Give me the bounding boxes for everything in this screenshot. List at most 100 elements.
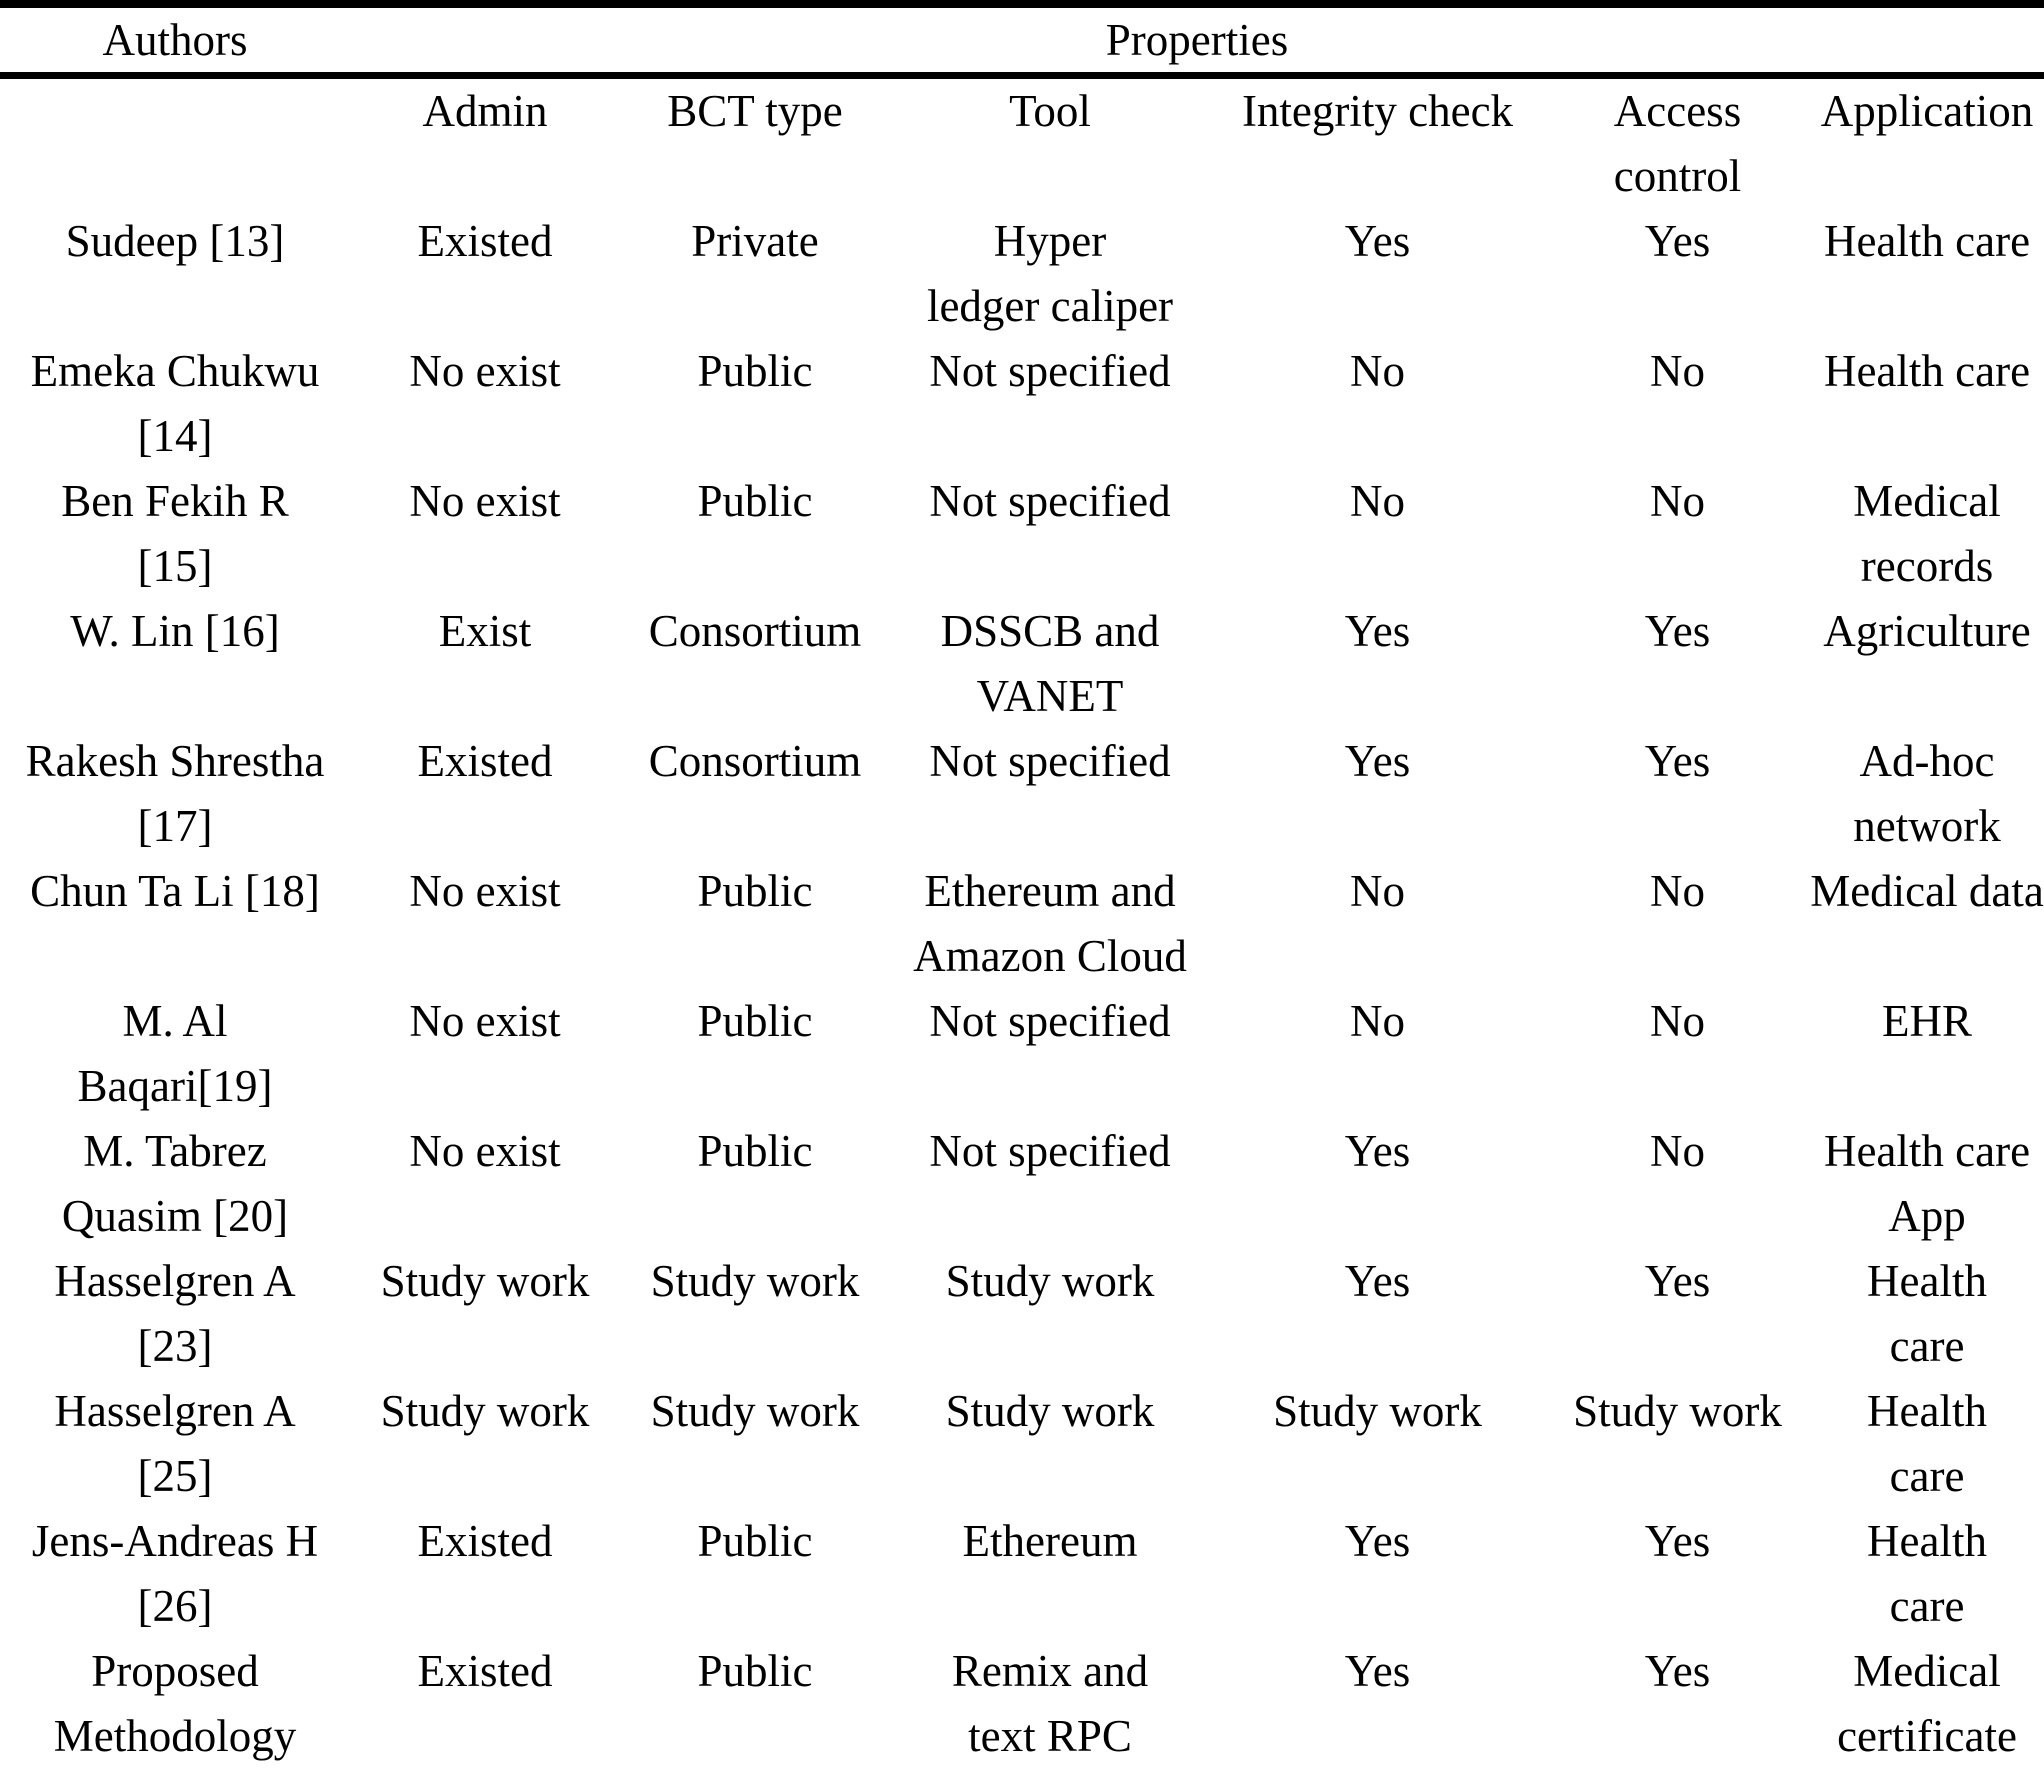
bct-type-column-header: BCT type [667, 86, 843, 136]
table-row: Ben Fekih R [15] No exist Public Not spe… [0, 469, 2044, 599]
application-cell: Health care App [1823, 1126, 2031, 1241]
access-control-cell: No [1650, 866, 1705, 916]
application-cell: Agriculture [1823, 606, 2031, 656]
tool-cell: Not specified [929, 346, 1171, 396]
access-control-cell: Yes [1644, 736, 1711, 786]
header-columns-row: Admin BCT type Tool Integrity check Acce… [0, 76, 2044, 210]
admin-cell: Study work [380, 1256, 590, 1306]
author-cell: Rakesh Shrestha [17] [25, 736, 325, 851]
admin-cell: Existed [417, 1516, 553, 1566]
admin-cell: Study work [380, 1386, 590, 1436]
author-cell: M. Tabrez Quasim [20] [61, 1126, 289, 1241]
application-cell: Ad-hoc network [1853, 736, 2001, 851]
integrity-check-cell: Yes [1344, 216, 1411, 266]
tool-cell: Ethereum and Amazon Cloud [913, 866, 1187, 981]
access-control-cell: No [1650, 1126, 1705, 1176]
integrity-check-cell: No [1350, 346, 1405, 396]
admin-cell: No exist [409, 996, 561, 1046]
application-cell: Health care [1867, 1386, 1987, 1501]
bct-type-cell: Consortium [648, 736, 862, 786]
properties-header: Properties [350, 4, 2044, 79]
table-row: Proposed Methodology Existed Public Remi… [0, 1639, 2044, 1769]
table-row: Hasselgren A [23] Study work Study work … [0, 1249, 2044, 1379]
authors-header: Authors [0, 4, 350, 79]
author-cell: Ben Fekih R [15] [61, 476, 289, 591]
tool-cell: Not specified [929, 736, 1171, 786]
application-cell: Health care [1823, 346, 2031, 396]
table-row: Hasselgren A [25] Study work Study work … [0, 1379, 2044, 1509]
integrity-check-cell: Yes [1344, 1126, 1411, 1176]
tool-cell: Hyper ledger caliper [926, 216, 1174, 331]
author-cell: Hasselgren A [23] [54, 1256, 296, 1371]
access-control-cell: Yes [1644, 1516, 1711, 1566]
access-control-cell: Yes [1644, 1256, 1711, 1306]
author-cell: M. Al Baqari[19] [77, 996, 273, 1111]
application-cell: Medical certificate [1837, 1646, 2017, 1761]
admin-cell: No exist [409, 476, 561, 526]
access-control-cell: Yes [1644, 216, 1711, 266]
bct-type-cell: Public [697, 996, 813, 1046]
author-cell: Chun Ta Li [18] [30, 866, 320, 916]
tool-cell: Study work [945, 1256, 1155, 1306]
admin-cell: Existed [417, 736, 553, 786]
admin-cell: Existed [417, 216, 553, 266]
access-control-cell: Yes [1644, 606, 1711, 656]
tool-cell: Not specified [929, 476, 1171, 526]
table-row: Sudeep [13] Existed Private Hyper ledger… [0, 209, 2044, 339]
author-cell: W. Lin [16] [70, 606, 280, 656]
application-cell: Health care [1823, 216, 2031, 266]
integrity-check-cell: No [1350, 866, 1405, 916]
integrity-check-column-header: Integrity check [1241, 86, 1514, 136]
bct-type-cell: Public [697, 476, 813, 526]
table-row: Jens-Andreas H [26] Existed Public Ether… [0, 1509, 2044, 1639]
bct-type-cell: Consortium [648, 606, 862, 656]
admin-cell: No exist [409, 866, 561, 916]
bct-type-cell: Public [697, 1516, 813, 1566]
integrity-check-cell: No [1350, 476, 1405, 526]
integrity-check-cell: Yes [1344, 1256, 1411, 1306]
admin-cell: Existed [417, 1646, 553, 1696]
table-row: M. Al Baqari[19] No exist Public Not spe… [0, 989, 2044, 1119]
integrity-check-cell: No [1350, 996, 1405, 1046]
bct-type-cell: Public [697, 1646, 813, 1696]
tool-cell: Study work [945, 1386, 1155, 1436]
bct-type-cell: Public [697, 346, 813, 396]
table-row: Chun Ta Li [18] No exist Public Ethereum… [0, 859, 2044, 989]
table-row: Emeka Chukwu [14] No exist Public Not sp… [0, 339, 2044, 469]
tool-cell: Not specified [929, 996, 1171, 1046]
tool-cell: Remix and text RPC [951, 1646, 1149, 1761]
tool-cell: DSSCB and VANET [940, 606, 1160, 721]
empty-header-cell [0, 76, 350, 210]
header-group-row: Authors Properties [0, 4, 2044, 79]
application-cell: Medical data [1810, 866, 2044, 916]
application-cell: EHR [1882, 996, 1973, 1046]
application-cell: Medical records [1853, 476, 2001, 591]
bct-type-cell: Study work [650, 1386, 860, 1436]
author-cell: Hasselgren A [25] [54, 1386, 296, 1501]
author-cell: Jens-Andreas H [26] [31, 1516, 319, 1631]
tool-cell: Not specified [929, 1126, 1171, 1176]
admin-cell: Exist [438, 606, 532, 656]
application-cell: Health care [1867, 1516, 1987, 1631]
author-cell: Sudeep [13] [65, 216, 285, 266]
admin-column-header: Admin [422, 86, 548, 136]
bct-type-cell: Public [697, 1126, 813, 1176]
author-cell: Emeka Chukwu [14] [30, 346, 320, 461]
integrity-check-cell: Study work [1273, 1386, 1482, 1436]
table-row: W. Lin [16] Exist Consortium DSSCB and V… [0, 599, 2044, 729]
integrity-check-cell: Yes [1344, 736, 1411, 786]
integrity-check-cell: Yes [1344, 1646, 1411, 1696]
bct-type-cell: Private [691, 216, 819, 266]
integrity-check-cell: Yes [1344, 606, 1411, 656]
author-cell: Proposed Methodology [53, 1646, 297, 1761]
access-control-cell: Yes [1644, 1646, 1711, 1696]
bct-type-cell: Study work [650, 1256, 860, 1306]
bct-type-cell: Public [697, 866, 813, 916]
access-control-cell: Study work [1573, 1386, 1782, 1436]
tool-column-header: Tool [1009, 86, 1091, 136]
access-control-cell: No [1650, 476, 1705, 526]
tool-cell: Ethereum [962, 1516, 1138, 1566]
access-control-cell: No [1650, 346, 1705, 396]
table-row: Rakesh Shrestha [17] Existed Consortium … [0, 729, 2044, 859]
